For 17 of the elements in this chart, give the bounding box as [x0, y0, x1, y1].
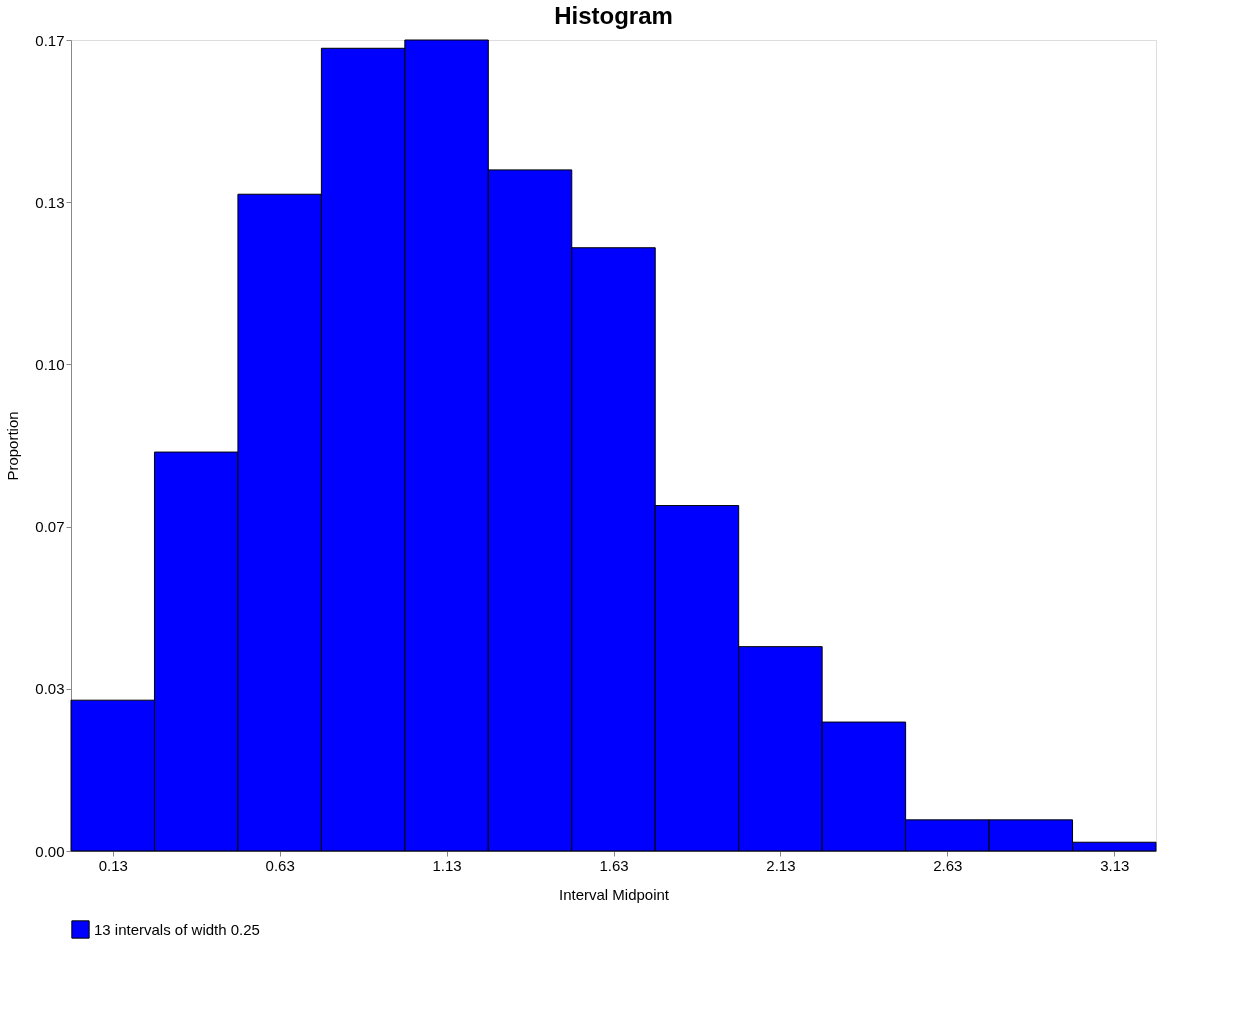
x-tick-label: 0.63	[265, 856, 295, 874]
legend-label: 13 intervals of width 0.25	[94, 920, 260, 938]
y-tick-label: 0.03	[35, 680, 65, 698]
x-tick-label: 1.13	[432, 856, 462, 874]
y-tick-label: 0.07	[35, 518, 65, 535]
x-tick-label: 0.13	[98, 856, 128, 874]
x-tick-label: 2.13	[766, 856, 796, 874]
x-tick-label: 2.63	[933, 856, 963, 874]
y-tick-label: 0.17	[35, 31, 65, 49]
y-tick-label: 0.13	[35, 193, 65, 211]
chart-title: Histogram	[554, 2, 673, 29]
x-tick-label: 3.13	[1100, 856, 1130, 874]
y-tick-label: 0.00	[35, 842, 65, 860]
x-axis-title: Interval Midpoint	[558, 885, 670, 903]
y-tick-label: 0.10	[35, 356, 65, 373]
y-axis-title: Proportion	[4, 411, 22, 481]
x-tick-label: 1.63	[599, 856, 629, 874]
